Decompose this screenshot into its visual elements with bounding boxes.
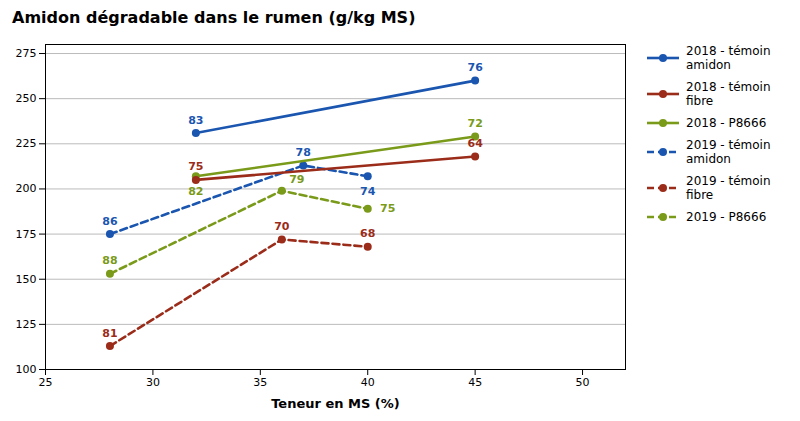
svg-text:Teneur en MS (%): Teneur en MS (%) [271,396,400,411]
svg-text:70: 70 [274,220,290,233]
svg-text:250: 250 [16,92,37,105]
svg-text:75: 75 [188,160,203,173]
svg-text:225: 225 [16,137,37,150]
html-text:Amidon dégradable dans le rume: Amidon dégradable dans le rumen (g/kg MS… [12,8,416,27]
html-text:2018 - témoin fibre: 2018 - témoin fibre [686,80,771,108]
svg-text:82: 82 [188,185,203,198]
html-text:2018 - témoin amidon: 2018 - témoin amidon [686,44,771,72]
svg-text:83: 83 [188,113,203,126]
svg-text:40: 40 [361,376,375,389]
html-text:2018 - P8666: 2018 - P8666 [686,116,767,130]
html-text:2019 - témoin fibre: 2019 - témoin fibre [686,174,771,202]
html-text:2019 - témoin amidon: 2019 - témoin amidon [686,138,771,166]
svg-text:25: 25 [39,376,53,389]
svg-text:74: 74 [360,185,376,198]
svg-text:78: 78 [296,146,311,159]
svg-text:35: 35 [253,376,267,389]
svg-text:30: 30 [146,376,160,389]
svg-text:79: 79 [289,173,304,186]
svg-text:68: 68 [360,227,375,240]
svg-text:125: 125 [16,318,37,331]
svg-text:275: 275 [16,47,37,60]
svg-text:81: 81 [102,327,117,340]
svg-text:76: 76 [467,61,483,74]
svg-text:45: 45 [468,376,482,389]
svg-text:150: 150 [16,273,37,286]
svg-text:200: 200 [16,182,37,195]
svg-text:100: 100 [16,363,37,376]
svg-text:72: 72 [467,117,482,130]
html-text:2019 - P8666: 2019 - P8666 [686,210,767,224]
svg-text:86: 86 [102,215,118,228]
svg-text:88: 88 [102,254,117,267]
svg-text:175: 175 [16,228,37,241]
svg-text:50: 50 [576,376,590,389]
svg-text:64: 64 [467,137,483,150]
svg-text:75: 75 [380,202,395,215]
